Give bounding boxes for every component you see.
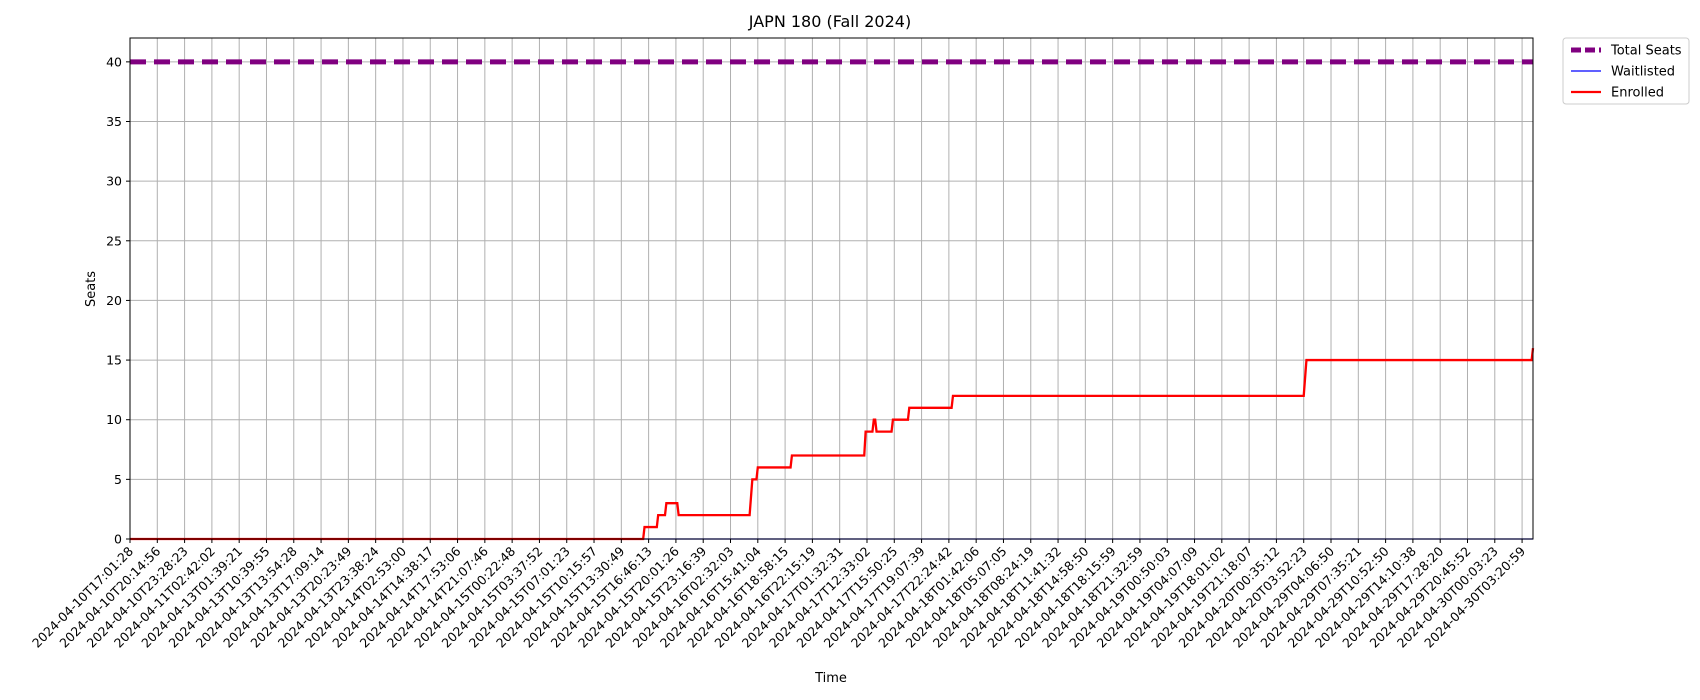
x-axis-label: Time	[814, 671, 847, 686]
legend-label-waitlisted: Waitlisted	[1611, 65, 1675, 80]
y-axis-label: Seats	[84, 271, 99, 307]
y-tick-label: 40	[106, 54, 122, 69]
y-tick-label: 25	[106, 233, 122, 248]
y-tick-label: 10	[106, 412, 122, 427]
legend: Total Seats Waitlisted Enrolled	[1562, 37, 1690, 105]
plot-frame	[129, 37, 1534, 540]
chart-title: JAPN 180 (Fall 2024)	[748, 12, 911, 31]
legend-box	[1562, 37, 1690, 105]
y-tick-label: 0	[114, 532, 122, 547]
series-line-enrolled	[130, 348, 1535, 541]
y-tick-label: 15	[106, 353, 122, 368]
y-axis: 0 5 10 15 20 25 30 35 40	[106, 54, 130, 547]
y-tick-label: 35	[106, 114, 122, 129]
x-axis: 2024-04-10T17:01:282024-04-10T20:14:5620…	[29, 539, 1528, 651]
legend-label-enrolled: Enrolled	[1611, 86, 1664, 101]
legend-label-total-seats: Total Seats	[1610, 44, 1682, 59]
y-tick-label: 20	[106, 293, 122, 308]
y-tick-label: 30	[106, 174, 122, 189]
y-tick-label: 5	[114, 472, 122, 487]
